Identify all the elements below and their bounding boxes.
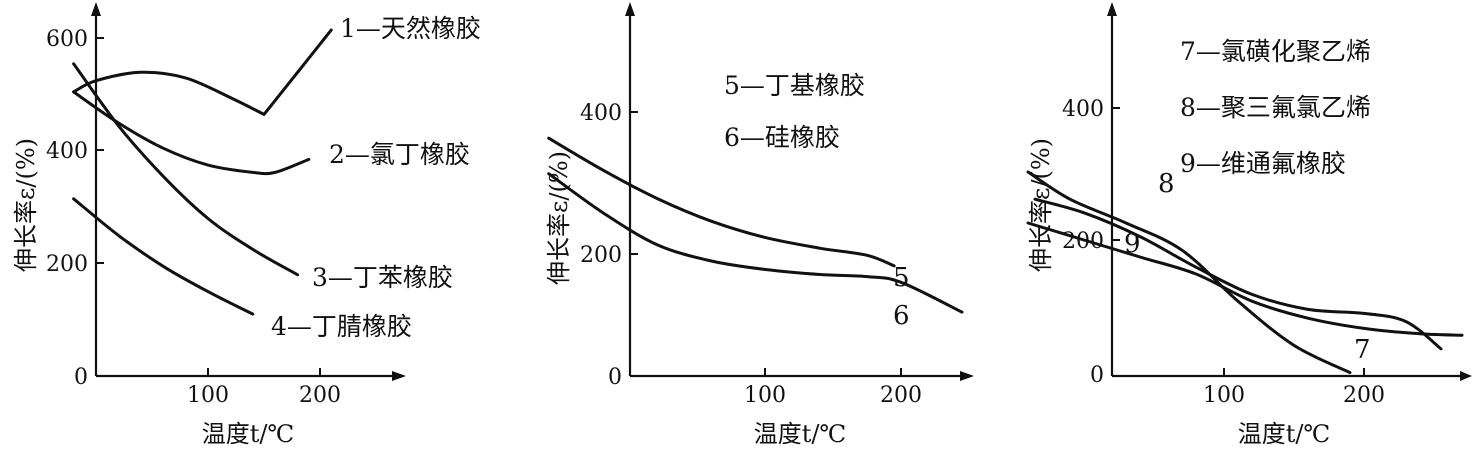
panel-2-legend-5: 5—丁基橡胶 <box>724 71 865 100</box>
panel-1-legend-4: 4—丁腈橡胶 <box>271 312 412 341</box>
panel-2-curve-label-6: 6 <box>893 301 910 331</box>
panel-2: 0 200 400 100 200 温度t/℃ 伸长率ε/(%) 5—丁基橡胶 … <box>545 2 974 448</box>
curve-4 <box>72 197 255 316</box>
panel-2-x-tick-label-200: 200 <box>880 383 922 408</box>
panel-1-y-arrow <box>91 2 101 16</box>
panel-1-legend-3: 3—丁苯橡胶 <box>312 263 453 292</box>
curve-8 <box>1033 197 1443 351</box>
panel-2-curves <box>547 136 964 314</box>
panel-2-legend-6: 6—硅橡胶 <box>724 123 840 152</box>
panel-2-y-tick-label-400: 400 <box>580 101 622 126</box>
panel-2-y-arrow <box>625 2 635 16</box>
curve-9 <box>1026 221 1464 337</box>
panel-2-x-tick-label-100: 100 <box>744 383 786 408</box>
panel-2-y-tick-label-0: 0 <box>608 365 622 390</box>
panel-3-legend-9: 9—维通氟橡胶 <box>1180 149 1346 178</box>
panel-3-x-arrow <box>1460 371 1472 381</box>
panel-1: 0 200 400 600 100 200 温度t/℃ 伸长率ε/(%) 1—天… <box>12 2 481 448</box>
curve-3 <box>72 62 300 277</box>
panel-1-legend-1: 1—天然橡胶 <box>340 14 481 43</box>
panel-3-legend-8: 8—聚三氟氯乙烯 <box>1180 93 1371 122</box>
panel-3-curves <box>1026 170 1464 375</box>
panel-2-curve-label-5: 5 <box>893 263 910 293</box>
curve-6 <box>547 172 964 314</box>
panel-3-y-axis-label: 伸长率ε/(%) <box>1027 138 1055 272</box>
panel-1-y-axis-label: 伸长率ε/(%) <box>12 138 40 272</box>
panel-1-y-tick-label-0: 0 <box>74 365 88 390</box>
panel-3-curve-label-9: 9 <box>1124 229 1141 259</box>
panel-3-y-tick-label-400: 400 <box>1062 97 1104 122</box>
curve-1 <box>72 28 333 116</box>
panel-1-legend-2: 2—氯丁橡胶 <box>329 140 470 169</box>
panel-1-y-tick-label-400: 400 <box>46 139 88 164</box>
panel-1-x-tick-label-200: 200 <box>299 383 341 408</box>
panel-1-y-tick-label-600: 600 <box>46 27 88 52</box>
panel-1-curves <box>72 28 333 316</box>
panel-3-curve-label-7: 7 <box>1354 335 1371 365</box>
panel-2-x-axis-label: 温度t/℃ <box>754 420 847 448</box>
panel-1-x-arrow <box>392 371 406 381</box>
panel-3-y-tick-label-200: 200 <box>1062 229 1104 254</box>
panel-3-x-tick-label-200: 200 <box>1343 383 1385 408</box>
panel-3-y-arrow <box>1107 2 1117 16</box>
panel-2-y-tick-label-200: 200 <box>580 243 622 268</box>
panel-1-x-tick-label-100: 100 <box>187 383 229 408</box>
panel-3-x-tick-label-100: 100 <box>1203 383 1245 408</box>
panel-3-curve-label-8: 8 <box>1158 169 1175 199</box>
panel-1-x-axis-label: 温度t/℃ <box>202 420 295 448</box>
panel-1-y-tick-label-200: 200 <box>46 252 88 277</box>
panel-3: 0 200 400 100 200 温度t/℃ 伸长率ε/(%) 7—氯磺化聚乙… <box>1026 2 1472 448</box>
panel-2-y-axis-label: 伸长率ε/(%) <box>545 151 573 285</box>
curve-7 <box>1026 170 1352 375</box>
curve-2 <box>72 90 311 176</box>
panel-3-legend-7: 7—氯磺化聚乙烯 <box>1180 37 1371 66</box>
panel-3-y-tick-label-0: 0 <box>1090 363 1104 388</box>
curve-5 <box>547 136 896 268</box>
panel-2-x-arrow <box>960 371 974 381</box>
panel-3-x-axis-label: 温度t/℃ <box>1238 420 1331 448</box>
